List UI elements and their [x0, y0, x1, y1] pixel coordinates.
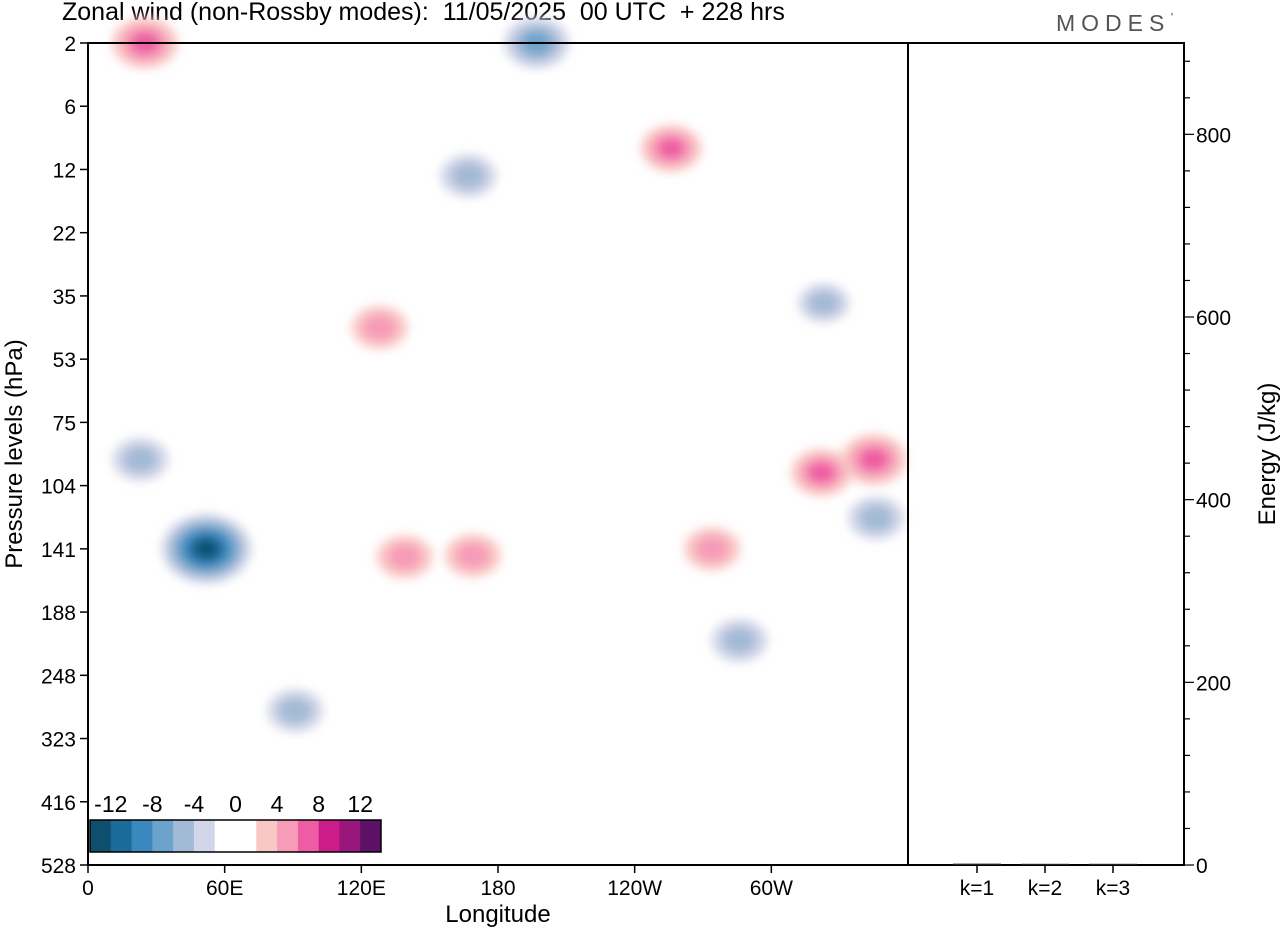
energy-frame: [907, 42, 1185, 866]
x-tick-label: 0: [82, 877, 94, 900]
contour-negative: [858, 504, 894, 532]
energy-tick-label: 600: [1196, 307, 1231, 330]
energy-bar: [953, 863, 1001, 865]
colorbar-label: -12: [94, 791, 127, 817]
energy-category-label: k=2: [1028, 877, 1062, 900]
y-tick-label: 528: [41, 855, 76, 878]
energy-category-label: k=1: [960, 877, 994, 900]
contour-negative: [123, 446, 158, 473]
heatmap-field: [112, 17, 907, 733]
x-axis-label: Longitude: [445, 901, 550, 928]
x-tick-label: 60E: [206, 877, 243, 900]
heatmap-frame: [87, 42, 909, 866]
y-tick-label: 416: [41, 792, 76, 815]
y-tick-label: 141: [41, 539, 76, 562]
y-tick-label: 6: [64, 96, 76, 119]
energy-axis-label: Energy (J/kg): [1254, 383, 1280, 526]
x-tick-label: 180: [480, 877, 515, 900]
energy-bars: 0 200 400 600 800 k=1 k=2 k=3: [953, 60, 1231, 900]
heatmap-contours: [112, 17, 907, 733]
energy-bar: [1089, 863, 1137, 865]
colorbar-swatch: [193, 820, 216, 852]
energy-bar: [1021, 863, 1069, 865]
colorbar-swatch: [256, 820, 278, 852]
colorbar-swatch: [173, 820, 195, 852]
y-tick-label: 2: [64, 33, 76, 56]
colorbar-swatch: [339, 820, 361, 852]
contour-positive: [657, 137, 685, 159]
colorbar-swatch: [235, 820, 257, 852]
contour-positive: [362, 314, 397, 341]
y-tick-label: 22: [53, 223, 76, 246]
colorbar-label: 0: [229, 791, 242, 817]
x-tick-label: 60W: [750, 877, 793, 900]
y-tick-label: 35: [53, 286, 76, 309]
contour-negative: [278, 697, 313, 724]
brand-text: MODES: [1056, 10, 1171, 36]
colorbar-label: 8: [312, 791, 325, 817]
energy-tick-label: 800: [1196, 124, 1231, 147]
energy-tick-label: 0: [1196, 855, 1208, 878]
brand-logo: MODES°: [1056, 10, 1174, 37]
colorbar-label: -4: [184, 791, 205, 817]
colorbar-swatch: [90, 820, 112, 852]
y-tick-label: 75: [53, 412, 76, 435]
contour-negative: [807, 290, 840, 316]
colorbar-label: 4: [271, 791, 284, 817]
y-tick-label: 323: [41, 729, 76, 752]
energy-tick-label: 200: [1196, 672, 1231, 695]
colorbar-swatch: [277, 820, 299, 852]
colorbar-outline: [89, 819, 382, 853]
contour-negative: [195, 540, 218, 558]
colorbar-swatch: [360, 820, 382, 852]
contour-positive: [455, 542, 491, 569]
contour-positive: [859, 448, 889, 471]
colorbar-label: -8: [142, 791, 162, 817]
energy-category-label: k=3: [1096, 877, 1130, 900]
x-tick-label: 120E: [337, 877, 386, 900]
contour-positive: [387, 543, 422, 571]
contour-positive: [694, 535, 730, 563]
y-tick-label: 248: [41, 665, 76, 688]
y-tick-label: 12: [53, 159, 76, 182]
brand-mark: °: [1170, 12, 1174, 21]
colorbar-swatch: [297, 820, 320, 852]
colorbar: -12 -8 -4 0 4 8 12: [89, 791, 382, 853]
y-axis-label: Pressure levels (hPa): [1, 339, 28, 568]
contour-negative: [722, 627, 757, 654]
colorbar-swatch: [152, 820, 174, 852]
colorbar-swatch: [214, 820, 236, 852]
energy-tick-label: 400: [1196, 490, 1231, 513]
y-tick-label: 104: [41, 476, 76, 499]
colorbar-swatch: [110, 820, 133, 852]
x-tick-label: 120W: [607, 877, 662, 900]
colorbar-swatch: [318, 820, 340, 852]
chart-title: Zonal wind (non-Rossby modes): 11/05/202…: [62, 0, 785, 26]
contour-positive: [807, 462, 835, 483]
colorbar-label: 12: [347, 791, 373, 817]
y-tick-label: 53: [53, 349, 76, 372]
colorbar-swatch: [131, 820, 153, 852]
contour-negative: [451, 162, 486, 190]
y-tick-label: 188: [41, 602, 76, 625]
